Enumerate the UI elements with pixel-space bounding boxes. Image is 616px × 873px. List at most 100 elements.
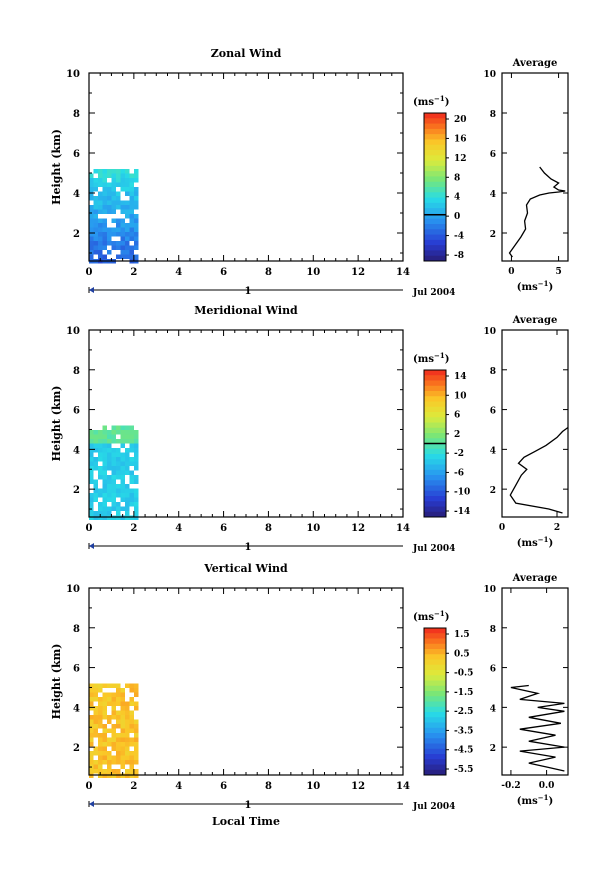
heatmap-cell (134, 191, 139, 196)
heatmap-cell (111, 227, 116, 232)
heatmap-cell (111, 430, 116, 435)
heatmap-cell (116, 760, 121, 765)
heatmap-cell (98, 443, 103, 448)
colorbar-segment (424, 380, 446, 387)
heatmap-cell (116, 173, 121, 178)
heatmap-cell (134, 448, 139, 453)
heatmap-cell (93, 209, 98, 214)
heatmap-cell (125, 746, 130, 751)
x-tick-label: 12 (351, 523, 365, 534)
colorbar-tick-label: 2 (454, 430, 460, 440)
heatmap-cell (98, 701, 103, 706)
colorbar-segment (424, 670, 446, 676)
average-title: Average (512, 315, 558, 326)
heatmap-cell (89, 182, 94, 187)
panel-title: Vertical Wind (203, 562, 288, 575)
y-tick-label: 4 (73, 189, 80, 200)
heatmap-cell (89, 701, 94, 706)
heatmap-cell (102, 254, 107, 259)
heatmap-cell (102, 755, 107, 760)
heatmap-cell (125, 223, 130, 228)
heatmap-cell (134, 241, 139, 246)
heatmap-cell (89, 173, 94, 178)
heatmap-cell (129, 502, 134, 507)
heatmap-cell (134, 178, 139, 183)
heatmap-cell (116, 182, 121, 187)
heatmap-cell (107, 719, 112, 724)
heatmap-cell (93, 484, 98, 489)
colorbar-segment (424, 412, 446, 418)
heatmap-cell (98, 733, 103, 738)
heatmap-cell (89, 493, 94, 498)
colorbar-segment (424, 192, 446, 198)
heatmap-cell (107, 769, 112, 774)
colorbar-segment (424, 118, 446, 124)
heatmap-cell (129, 479, 134, 484)
heatmap-cell (120, 241, 125, 246)
heatmap-cell (89, 511, 94, 516)
heatmap-cell (102, 697, 107, 702)
heatmap-cell (129, 200, 134, 205)
heatmap-cell (116, 178, 121, 183)
colorbar-segment (424, 506, 446, 513)
heatmap-cell (134, 457, 139, 462)
average-x-tick-label: 0 (499, 523, 505, 533)
heatmap-cell (111, 187, 116, 192)
heatmap-cell (102, 227, 107, 232)
heatmap-cell (102, 683, 107, 688)
heatmap-cell (98, 502, 103, 507)
colorbar-unit-exp: −1 (434, 351, 445, 360)
heatmap-cell (111, 218, 116, 223)
heatmap-cell (102, 182, 107, 187)
average-y-tick-label: 6 (490, 665, 496, 675)
heatmap-cell (107, 227, 112, 232)
heatmap-cell (89, 439, 94, 444)
heatmap-cell (111, 434, 116, 439)
heatmap-cell (89, 719, 94, 724)
heatmap-cell (120, 479, 125, 484)
heatmap-cell (125, 448, 130, 453)
y-tick-label: 8 (73, 366, 80, 377)
colorbar-segment (424, 250, 446, 257)
heatmap-cell (134, 488, 139, 493)
heatmap-cell (93, 751, 98, 756)
heatmap-cell (125, 497, 130, 502)
x-tick-label: 14 (396, 267, 410, 278)
heatmap-cell (102, 461, 107, 466)
average-profile-line (509, 426, 569, 514)
heatmap-cell (129, 728, 134, 733)
heatmap-cell (134, 254, 139, 259)
heatmap-cell (134, 755, 139, 760)
heatmap-cell (98, 688, 103, 693)
heatmap-cell (129, 461, 134, 466)
colorbar-segment (424, 638, 446, 645)
heatmap-cell (125, 439, 130, 444)
heatmap-cell (102, 701, 107, 706)
heatmap-cell (134, 719, 139, 724)
heatmap-cell (134, 746, 139, 751)
heatmap-cell (120, 760, 125, 765)
y-axis-label: Height (km) (50, 644, 63, 720)
heatmap-cell (134, 196, 139, 201)
colorbar-segment (424, 680, 446, 687)
heatmap-cell (125, 178, 130, 183)
colorbar-segment (424, 464, 446, 471)
heatmap-cell (107, 479, 112, 484)
heatmap-cell (98, 182, 103, 187)
heatmap-cell (125, 715, 130, 720)
heatmap-cell (134, 236, 139, 241)
heatmap-cell (102, 760, 107, 765)
heatmap-cell (98, 746, 103, 751)
colorbar-tick-label: 4 (454, 193, 460, 203)
heatmap-cell (134, 742, 139, 747)
heatmap-cell (102, 434, 107, 439)
heatmap-cell (102, 488, 107, 493)
heatmap-cell (134, 443, 139, 448)
y-axis-label: Height (km) (50, 129, 63, 205)
heatmap-cell (129, 448, 134, 453)
heatmap-cell (93, 218, 98, 223)
colorbar-segment (424, 448, 446, 455)
average-y-tick-label: 8 (490, 110, 496, 120)
colorbar-tick-label: 14 (454, 372, 467, 382)
